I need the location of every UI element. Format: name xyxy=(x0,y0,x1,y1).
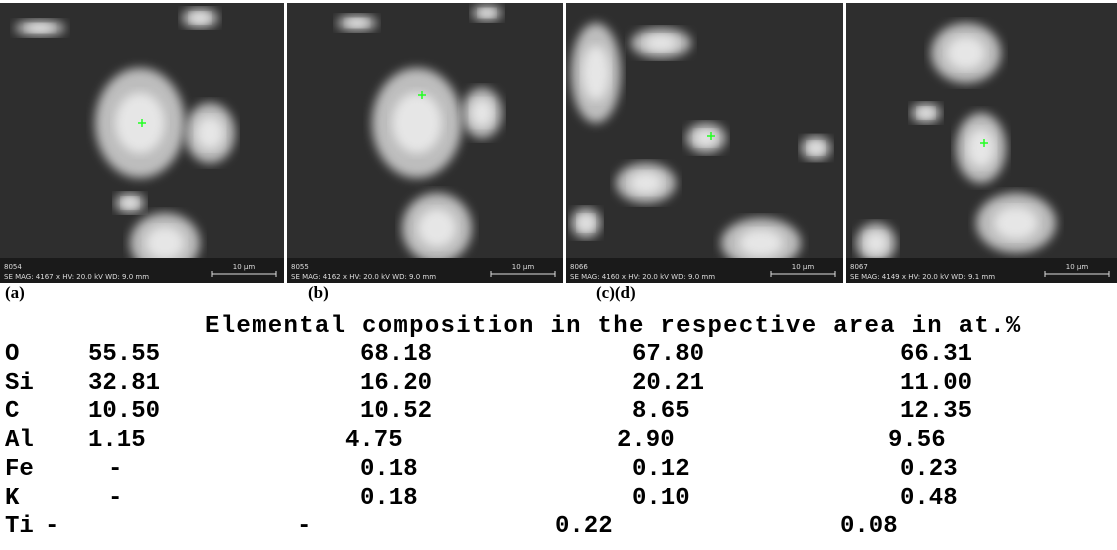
image-id: 8054 xyxy=(4,263,22,271)
value-cell: 11.00 xyxy=(900,371,972,397)
value-cell: 9.56 xyxy=(888,428,946,454)
particle-core xyxy=(808,141,825,154)
particle-core xyxy=(967,129,995,168)
image-info: SE MAG: 4149 x HV: 20.0 kV WD: 9.1 mm xyxy=(850,273,995,281)
particle-core xyxy=(26,24,54,33)
sem-image: 8067 SE MAG: 4149 x HV: 20.0 kV WD: 9.1 m… xyxy=(846,3,1117,283)
value-cell: 16.20 xyxy=(360,371,432,397)
value-cell: 12.35 xyxy=(900,399,972,425)
scale-label: 10 μm xyxy=(512,263,535,271)
particle-core xyxy=(346,19,368,28)
page: 8054 SE MAG: 4167 x HV: 20.0 kV WD: 9.0 m… xyxy=(0,0,1117,550)
particle-core xyxy=(582,46,610,101)
particle-core xyxy=(739,229,783,257)
value-cell: - xyxy=(297,514,311,540)
value-cell: 0.23 xyxy=(900,457,958,483)
value-cell: 4.75 xyxy=(345,428,403,454)
particle-core xyxy=(918,108,935,119)
scale-label: 10 μm xyxy=(233,263,256,271)
particle-core xyxy=(122,198,139,209)
particle-core xyxy=(630,172,663,194)
panel-label: (b) xyxy=(308,283,329,303)
particle-core xyxy=(196,117,224,150)
element-name: Si xyxy=(5,371,34,397)
image-info: SE MAG: 4162 x HV: 20.0 kV WD: 9.0 mm xyxy=(291,273,436,281)
sem-image: 8055 SE MAG: 4162 x HV: 20.0 kV WD: 9.0 m… xyxy=(287,3,563,283)
particle-core xyxy=(578,215,595,232)
panel-label: (c)(d) xyxy=(596,283,636,303)
value-cell: 66.31 xyxy=(900,342,972,368)
value-cell: 55.55 xyxy=(88,342,160,368)
value-cell: 0.22 xyxy=(555,514,613,540)
particle-core xyxy=(471,99,493,127)
particle-core xyxy=(947,37,986,70)
image-info: SE MAG: 4160 x HV: 20.0 kV WD: 9.0 mm xyxy=(570,273,715,281)
value-cell: 10.50 xyxy=(88,399,160,425)
element-name: Al xyxy=(5,428,34,454)
value-cell: 0.48 xyxy=(900,486,958,512)
element-name: K xyxy=(5,486,19,512)
element-name: C xyxy=(5,399,19,425)
particle-core xyxy=(392,93,442,154)
image-id: 8067 xyxy=(850,263,868,271)
panel-label: (a) xyxy=(5,283,25,303)
value-cell: 0.08 xyxy=(840,514,898,540)
value-cell: 1.15 xyxy=(88,428,146,454)
particle-core xyxy=(695,130,717,147)
image-id: 8055 xyxy=(291,263,309,271)
value-cell: 0.18 xyxy=(360,457,418,483)
scale-label: 10 μm xyxy=(792,263,815,271)
sem-image: 8054 SE MAG: 4167 x HV: 20.0 kV WD: 9.0 m… xyxy=(0,3,284,283)
image-id: 8066 xyxy=(570,263,588,271)
particle-core xyxy=(418,209,457,248)
value-cell: 68.18 xyxy=(360,342,432,368)
particle-core xyxy=(865,232,887,254)
particle-core xyxy=(645,35,678,52)
particle-core xyxy=(994,207,1038,240)
particle-core xyxy=(479,9,496,18)
value-cell: 10.52 xyxy=(360,399,432,425)
value-cell: 20.21 xyxy=(632,371,704,397)
element-name: Ti xyxy=(5,514,34,540)
sem-image: 8066 SE MAG: 4160 x HV: 20.0 kV WD: 9.0 m… xyxy=(566,3,843,283)
value-cell: 0.12 xyxy=(632,457,690,483)
value-cell: - xyxy=(108,457,122,483)
value-cell: - xyxy=(45,514,59,540)
value-cell: - xyxy=(108,486,122,512)
value-cell: 32.81 xyxy=(88,371,160,397)
image-info: SE MAG: 4167 x HV: 20.0 kV WD: 9.0 mm xyxy=(4,273,149,281)
element-name: O xyxy=(5,342,19,368)
particle-core xyxy=(146,227,185,260)
element-name: Fe xyxy=(5,457,34,483)
table-title: Elemental composition in the respective … xyxy=(205,314,1022,340)
value-cell: 8.65 xyxy=(632,399,690,425)
particle-core xyxy=(190,13,210,24)
value-cell: 2.90 xyxy=(617,428,675,454)
scale-label: 10 μm xyxy=(1066,263,1089,271)
value-cell: 67.80 xyxy=(632,342,704,368)
value-cell: 0.18 xyxy=(360,486,418,512)
value-cell: 0.10 xyxy=(632,486,690,512)
